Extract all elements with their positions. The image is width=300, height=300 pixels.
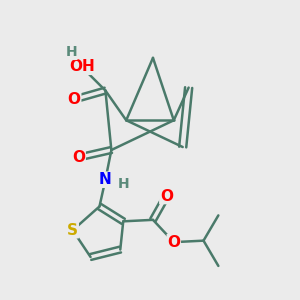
Text: H: H <box>117 177 129 191</box>
Text: N: N <box>99 172 112 187</box>
Text: O: O <box>68 92 81 107</box>
Text: O: O <box>72 150 85 165</box>
Text: S: S <box>67 223 78 238</box>
Text: O: O <box>167 235 180 250</box>
Text: O: O <box>160 189 173 204</box>
Text: OH: OH <box>69 59 94 74</box>
Text: H: H <box>65 45 77 59</box>
